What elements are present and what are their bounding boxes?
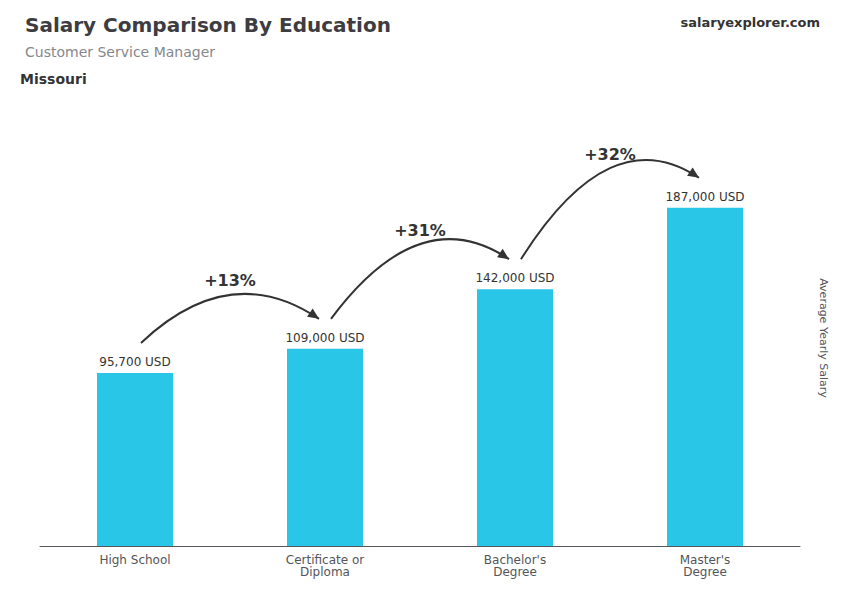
svg-text:Master's: Master's [679, 553, 731, 567]
svg-text:Degree: Degree [683, 565, 727, 579]
svg-text:109,000 USD: 109,000 USD [285, 331, 364, 345]
svg-text:Salary Comparison By Education: Salary Comparison By Education [25, 13, 391, 37]
svg-text:salaryexplorer.com: salaryexplorer.com [681, 15, 820, 30]
svg-text:142,000 USD: 142,000 USD [475, 271, 554, 285]
svg-text:187,000 USD: 187,000 USD [665, 190, 744, 204]
svg-text:Customer Service Manager: Customer Service Manager [25, 44, 215, 60]
svg-text:+32%: +32% [584, 145, 636, 164]
svg-text:Missouri: Missouri [20, 71, 87, 87]
svg-text:High School: High School [99, 553, 170, 567]
svg-text:Diploma: Diploma [300, 565, 350, 579]
svg-text:+13%: +13% [204, 271, 256, 290]
svg-text:Bachelor's: Bachelor's [483, 553, 547, 567]
svg-text:Certificate or: Certificate or [285, 553, 365, 567]
svg-text:Average Yearly Salary: Average Yearly Salary [817, 278, 830, 398]
svg-text:95,700 USD: 95,700 USD [99, 355, 170, 369]
svg-text:+31%: +31% [394, 221, 446, 240]
svg-text:Degree: Degree [493, 565, 537, 579]
